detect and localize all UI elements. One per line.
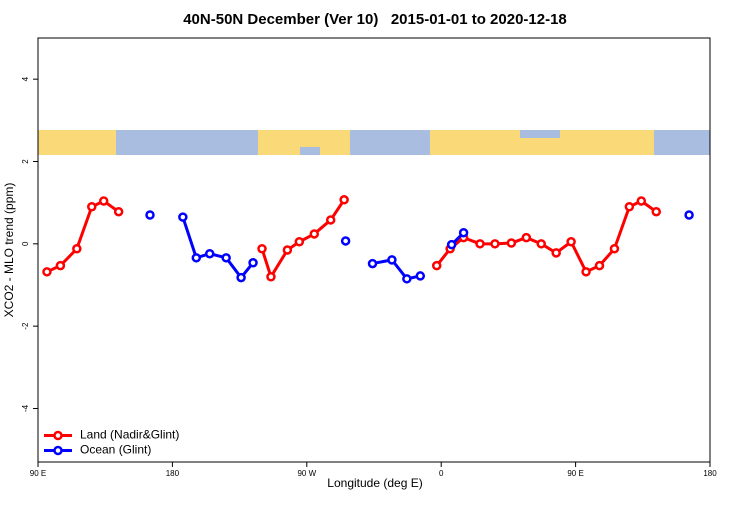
series-line — [435, 199, 658, 274]
x-tick-label: 180 — [703, 469, 717, 478]
data-point — [178, 212, 188, 222]
data-point — [475, 239, 485, 249]
y-tick-label: -4 — [21, 404, 30, 412]
chart-title: 40N-50N December (Ver 10) 2015-01-01 to … — [183, 11, 567, 28]
data-point — [325, 215, 336, 225]
data-point — [42, 267, 52, 277]
x-tick-label: 0 — [439, 469, 444, 478]
legend-marker — [53, 445, 63, 456]
y-tick-label: -2 — [21, 322, 30, 330]
series-line — [181, 216, 255, 281]
data-point — [636, 196, 647, 206]
data-point — [624, 202, 635, 212]
data-point — [113, 206, 124, 217]
data-point — [536, 239, 547, 249]
y-tick-label: 4 — [21, 76, 30, 81]
data-point — [72, 244, 82, 254]
x-tick-label: 90 W — [297, 469, 316, 478]
data-point — [55, 260, 66, 271]
data-point — [309, 229, 320, 239]
data-point — [402, 274, 412, 284]
data-point — [294, 237, 305, 247]
y-axis-label: XCO2 - MLO trend (ppm) — [2, 183, 16, 318]
data-point — [458, 227, 469, 238]
data-point — [266, 272, 276, 282]
x-axis-label: Longitude (deg E) — [327, 476, 422, 490]
data-point — [87, 202, 97, 212]
data-point — [339, 195, 349, 205]
data-point — [204, 248, 215, 259]
x-tick-label: 180 — [166, 469, 180, 478]
x-tick-label: 90 E — [30, 469, 46, 478]
data-point — [431, 260, 442, 271]
data-point — [236, 272, 246, 283]
data-point — [415, 271, 426, 281]
data-point — [387, 255, 397, 265]
data-point — [566, 237, 576, 247]
data-point — [609, 244, 620, 254]
x-tick-label: 90 E — [567, 469, 583, 478]
data-point — [490, 239, 500, 249]
data-point — [191, 253, 202, 263]
legend-label: Land (Nadir&Glint) — [80, 428, 179, 442]
data-point — [145, 210, 155, 220]
data-point — [257, 244, 267, 254]
data-point — [367, 258, 378, 269]
plot-frame — [37, 37, 711, 463]
data-point — [248, 258, 258, 268]
data-point — [551, 248, 561, 258]
legend-label: Ocean (Glint) — [80, 443, 151, 457]
data-point — [98, 196, 109, 206]
y-tick-label: 2 — [21, 159, 30, 164]
data-point — [221, 253, 231, 263]
series-line — [372, 258, 421, 281]
data-point — [651, 206, 661, 217]
legend-marker — [53, 430, 63, 441]
data-point — [282, 245, 293, 255]
data-point — [581, 267, 591, 277]
data-point — [340, 236, 351, 246]
map-strip — [38, 130, 710, 155]
data-point — [684, 210, 694, 220]
data-point — [594, 260, 605, 271]
series-line — [46, 199, 120, 274]
data-point — [506, 238, 517, 248]
series-line — [260, 198, 346, 281]
data-point — [446, 239, 457, 250]
data-point — [521, 232, 532, 243]
y-tick-label: 0 — [21, 241, 30, 246]
